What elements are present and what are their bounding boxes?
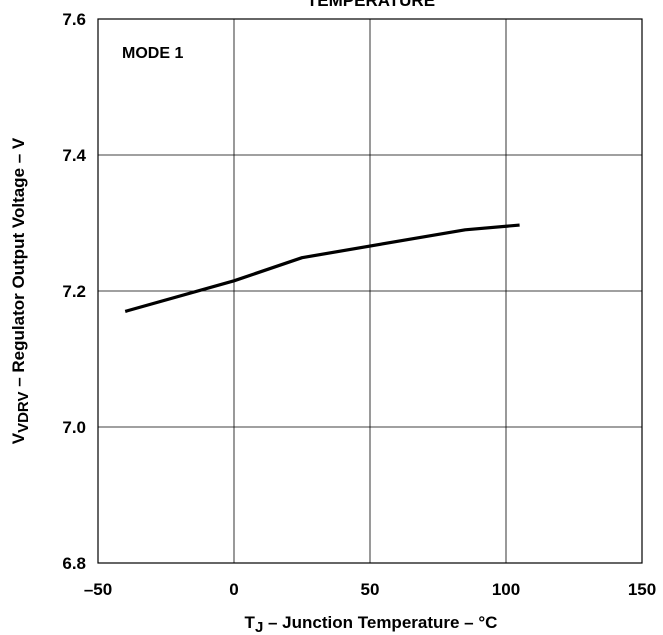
- grid: [98, 19, 642, 563]
- x-tick-label: –50: [84, 580, 112, 599]
- y-tick-label: 6.8: [62, 554, 86, 573]
- x-tick-label: 0: [229, 580, 238, 599]
- mode-annotation: MODE 1: [122, 45, 183, 62]
- axis-label-rest: – Junction Temperature – °C: [263, 613, 497, 632]
- axis-label-main: V: [9, 432, 28, 444]
- y-tick-label: 7.6: [62, 10, 86, 29]
- axis-label-rest: – Regulator Output Voltage – V: [9, 137, 28, 391]
- axis-label-subscript: J: [255, 619, 263, 635]
- y-tick-label: 7.4: [62, 146, 86, 165]
- x-tick-label: 50: [361, 580, 380, 599]
- axis-label-subscript: VDRV: [15, 392, 32, 433]
- axis-label-main: T: [245, 613, 256, 632]
- y-tick-label: 7.2: [62, 282, 86, 301]
- x-tick-label: 150: [628, 580, 656, 599]
- chart-title: TEMPERATURE: [307, 0, 435, 10]
- series-line: [124, 223, 520, 313]
- x-axis-label: TJ – Junction Temperature – °C: [245, 613, 498, 635]
- plot-frame: [97, 18, 643, 564]
- tick-labels: –50 0 50 100 150 6.8 7.0 7.2 7.4 7.6: [62, 10, 656, 599]
- y-tick-label: 7.0: [62, 418, 86, 437]
- series-layer: [124, 223, 520, 313]
- y-axis-label: VVDRV – Regulator Output Voltage – V: [9, 137, 32, 444]
- x-tick-label: 100: [492, 580, 520, 599]
